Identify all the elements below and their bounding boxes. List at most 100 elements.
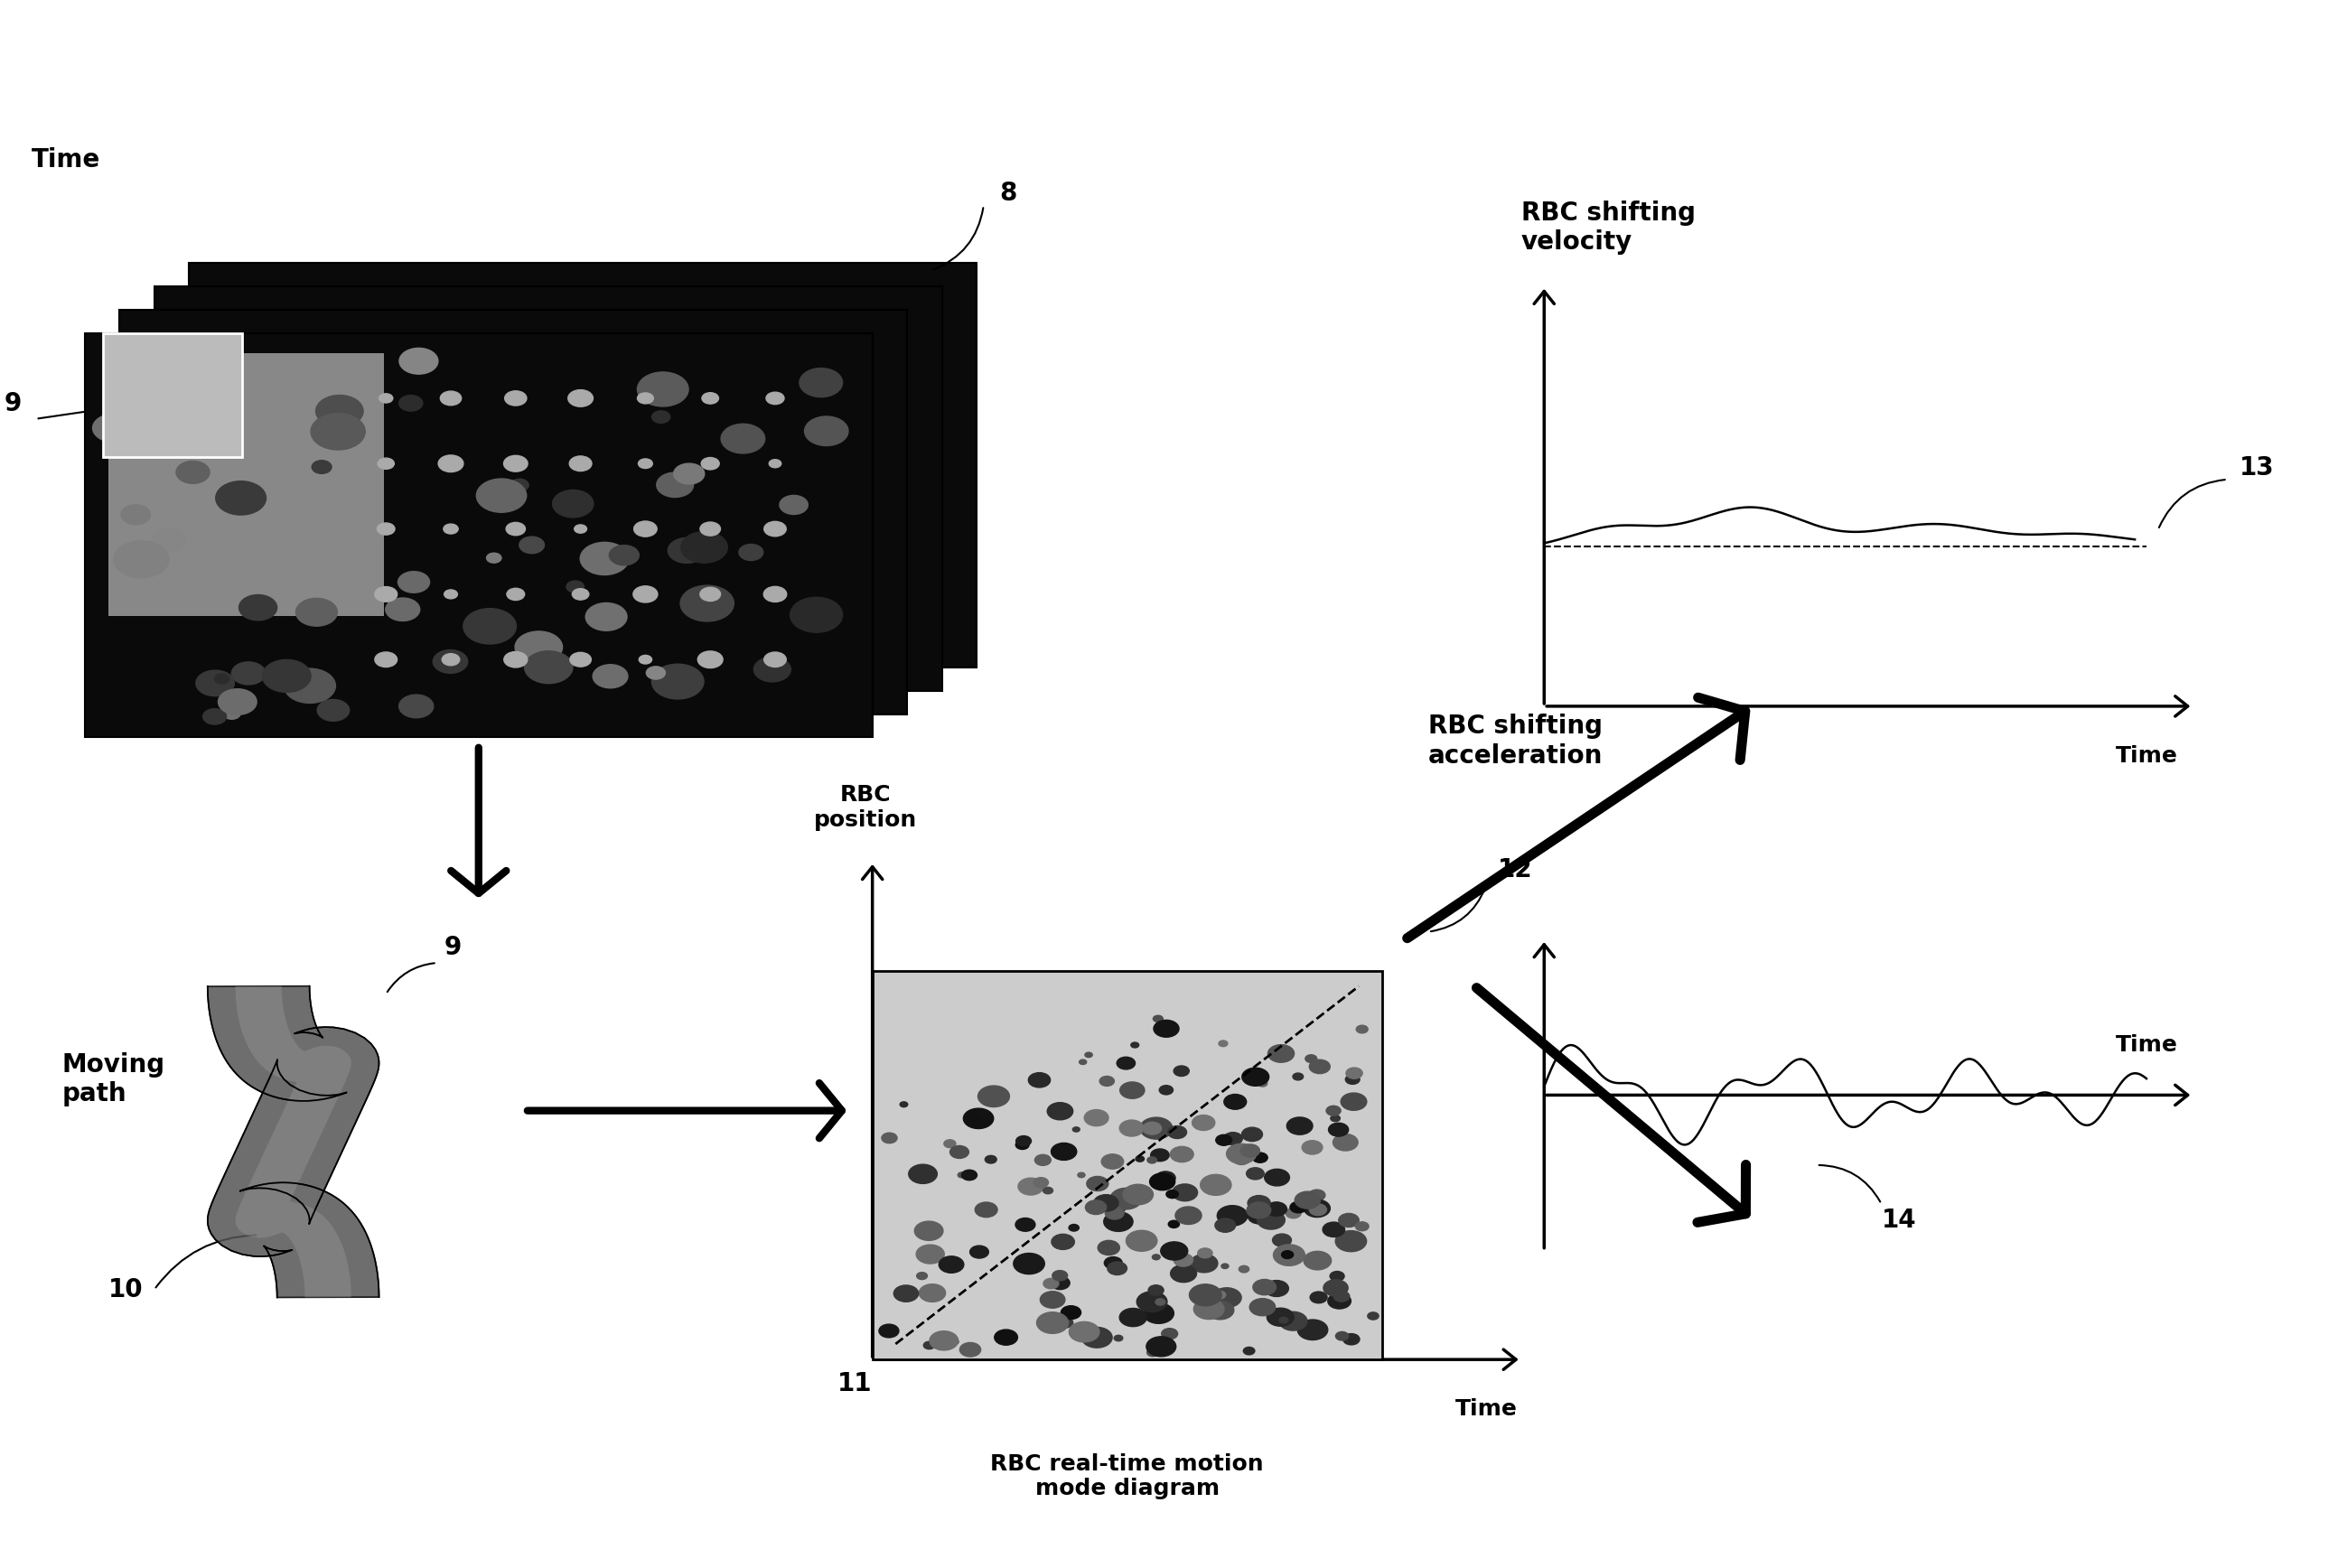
- Circle shape: [566, 580, 584, 593]
- Circle shape: [1160, 1242, 1188, 1261]
- Circle shape: [680, 585, 734, 621]
- Circle shape: [1239, 1265, 1248, 1273]
- Circle shape: [1033, 1178, 1047, 1187]
- Circle shape: [1143, 1303, 1174, 1323]
- Circle shape: [318, 699, 348, 721]
- Circle shape: [1368, 1312, 1379, 1320]
- Circle shape: [397, 571, 430, 593]
- Circle shape: [977, 1085, 1010, 1107]
- Circle shape: [1167, 1190, 1178, 1198]
- Circle shape: [262, 660, 311, 691]
- Circle shape: [638, 372, 687, 406]
- Polygon shape: [236, 986, 351, 1297]
- Circle shape: [570, 652, 592, 666]
- Circle shape: [1143, 1123, 1162, 1135]
- Circle shape: [1174, 1066, 1190, 1076]
- Circle shape: [1220, 1264, 1230, 1269]
- Circle shape: [1241, 1145, 1260, 1157]
- Circle shape: [1253, 1152, 1267, 1163]
- FancyArrowPatch shape: [388, 963, 435, 993]
- Circle shape: [1106, 1207, 1125, 1220]
- Circle shape: [1057, 1317, 1073, 1328]
- Circle shape: [1148, 1157, 1157, 1163]
- Circle shape: [1347, 1068, 1363, 1079]
- Circle shape: [1309, 1204, 1326, 1215]
- Circle shape: [1305, 1200, 1330, 1217]
- Circle shape: [122, 505, 150, 525]
- Circle shape: [1213, 1290, 1225, 1298]
- Circle shape: [1167, 1126, 1188, 1138]
- Circle shape: [909, 1165, 938, 1184]
- Circle shape: [977, 1110, 989, 1118]
- Circle shape: [196, 670, 234, 696]
- Circle shape: [1265, 1170, 1291, 1185]
- Text: RBC shifting
acceleration: RBC shifting acceleration: [1429, 713, 1604, 768]
- Circle shape: [477, 478, 526, 513]
- Circle shape: [1017, 1135, 1031, 1146]
- Circle shape: [1160, 1085, 1174, 1094]
- Circle shape: [400, 695, 433, 718]
- Circle shape: [949, 1146, 968, 1159]
- Circle shape: [297, 599, 337, 626]
- Circle shape: [376, 524, 395, 535]
- Circle shape: [108, 353, 143, 375]
- Circle shape: [779, 495, 809, 514]
- Circle shape: [552, 489, 594, 517]
- Circle shape: [1132, 1043, 1139, 1047]
- Circle shape: [984, 1156, 996, 1163]
- Circle shape: [1248, 1195, 1270, 1210]
- Circle shape: [379, 458, 395, 469]
- Circle shape: [1323, 1279, 1349, 1297]
- Circle shape: [316, 395, 362, 426]
- Polygon shape: [208, 986, 379, 1297]
- Text: 9: 9: [444, 935, 461, 961]
- Circle shape: [1330, 1272, 1344, 1281]
- Circle shape: [166, 397, 213, 428]
- Circle shape: [1111, 1189, 1141, 1209]
- Circle shape: [1029, 1073, 1050, 1088]
- Circle shape: [945, 1140, 956, 1148]
- Circle shape: [1036, 1154, 1052, 1165]
- Circle shape: [765, 652, 786, 666]
- Circle shape: [1328, 1294, 1351, 1309]
- Circle shape: [1195, 1298, 1225, 1319]
- Circle shape: [1192, 1115, 1216, 1131]
- Circle shape: [1122, 1184, 1153, 1204]
- Circle shape: [739, 544, 762, 560]
- Circle shape: [720, 423, 765, 453]
- Circle shape: [1153, 1021, 1178, 1036]
- Circle shape: [1052, 1143, 1078, 1160]
- Circle shape: [311, 414, 365, 450]
- Text: 14: 14: [1882, 1207, 1917, 1232]
- Circle shape: [1279, 1317, 1288, 1323]
- Circle shape: [1085, 1052, 1092, 1057]
- Circle shape: [1309, 1190, 1326, 1201]
- Circle shape: [952, 1339, 959, 1344]
- Circle shape: [1265, 1203, 1286, 1217]
- Circle shape: [1258, 1210, 1286, 1229]
- Circle shape: [1335, 1331, 1349, 1341]
- Circle shape: [1286, 1207, 1300, 1218]
- Circle shape: [311, 461, 332, 474]
- Circle shape: [1127, 1231, 1157, 1251]
- Circle shape: [1342, 1334, 1361, 1345]
- Circle shape: [1073, 1127, 1080, 1132]
- Circle shape: [1050, 1276, 1071, 1289]
- Circle shape: [1267, 1308, 1293, 1327]
- Circle shape: [1104, 1258, 1122, 1269]
- Circle shape: [519, 536, 545, 554]
- Circle shape: [505, 522, 526, 535]
- Circle shape: [765, 522, 786, 536]
- Circle shape: [975, 1203, 998, 1217]
- Circle shape: [1333, 1290, 1349, 1301]
- Circle shape: [881, 1132, 898, 1143]
- Circle shape: [638, 459, 652, 469]
- Circle shape: [701, 458, 720, 470]
- Circle shape: [283, 668, 337, 702]
- Circle shape: [652, 665, 704, 699]
- Circle shape: [1155, 1298, 1164, 1305]
- Circle shape: [1052, 1270, 1068, 1281]
- Text: Moving
path: Moving path: [61, 1052, 164, 1107]
- Circle shape: [1080, 1060, 1087, 1065]
- Circle shape: [669, 538, 706, 563]
